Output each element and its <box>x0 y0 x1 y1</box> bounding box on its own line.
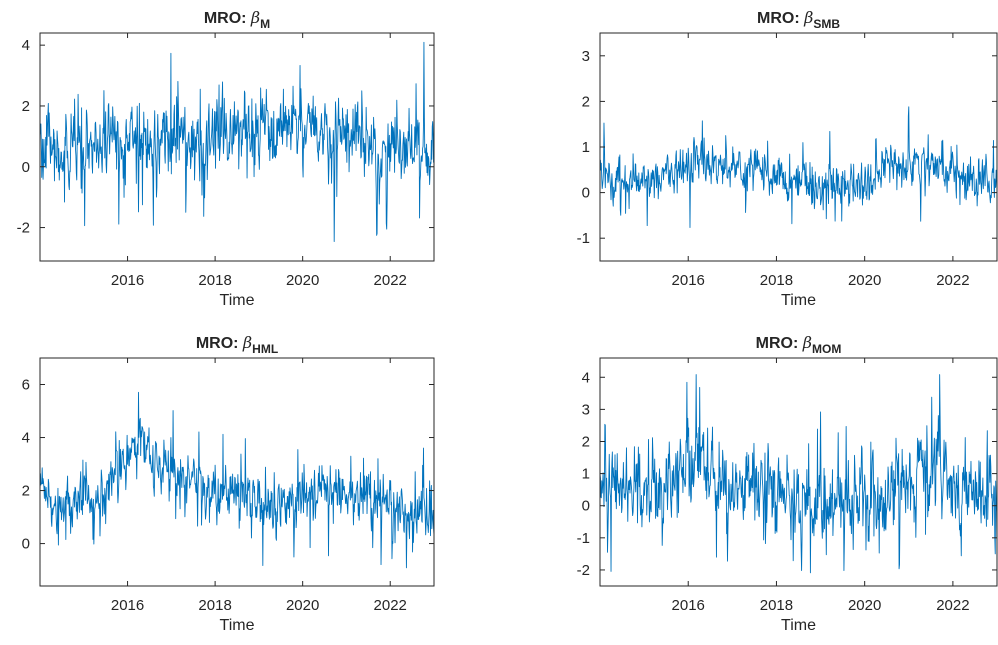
y-tick-label: 0 <box>22 536 30 553</box>
y-tick-label: 2 <box>582 93 590 110</box>
x-tick-label: 2018 <box>198 597 231 614</box>
title-subscript: SMB <box>813 17 840 31</box>
chart-title: MRO: βMOM <box>756 333 842 356</box>
x-tick-label: 2022 <box>374 597 407 614</box>
title-beta-symbol: β <box>802 333 812 352</box>
y-tick-label: 0 <box>582 185 590 202</box>
y-tick-label: 3 <box>582 48 590 65</box>
x-tick-label: 2020 <box>286 597 319 614</box>
x-tick-label: 2018 <box>760 272 793 289</box>
y-tick-label: -2 <box>577 562 590 579</box>
x-tick-label: 2020 <box>286 272 319 289</box>
y-tick-label: 6 <box>22 377 30 394</box>
y-tick-label: 2 <box>22 483 30 500</box>
axes-box <box>599 357 998 587</box>
x-tick-label: 2016 <box>111 597 144 614</box>
title-prefix: MRO: <box>756 335 803 352</box>
y-tick-label: 1 <box>582 139 590 156</box>
chart-title: MRO: βSMB <box>757 8 840 31</box>
x-tick-label: 2016 <box>672 272 705 289</box>
x-axis-label: Time <box>781 617 816 634</box>
title-subscript: HML <box>252 342 278 356</box>
y-tick-label: -1 <box>577 230 590 247</box>
y-tick-label: -2 <box>17 220 30 237</box>
x-tick-label: 2022 <box>936 272 969 289</box>
x-axis-label: Time <box>220 292 255 309</box>
x-tick-label: 2016 <box>111 272 144 289</box>
series-line <box>39 41 435 242</box>
series-line <box>599 374 998 574</box>
y-tick-label: -1 <box>577 530 590 547</box>
title-beta-symbol: β <box>803 8 813 27</box>
chart-title: MRO: βM <box>204 8 270 31</box>
title-prefix: MRO: <box>196 335 243 352</box>
y-tick-label: 1 <box>582 466 590 483</box>
title-beta-symbol: β <box>242 333 252 352</box>
subplot-beta-hml: 0 2 4 6 2016 2018 2020 2022 Time MRO: βHML <box>22 333 435 634</box>
title-subscript: M <box>260 17 270 31</box>
title-beta-symbol: β <box>250 8 260 27</box>
x-tick-label: 2022 <box>374 272 407 289</box>
x-axis-label: Time <box>781 292 816 309</box>
x-axis-label: Time <box>220 617 255 634</box>
y-tick-label: 4 <box>582 369 590 386</box>
y-tick-label: 0 <box>582 498 590 515</box>
x-tick-label: 2020 <box>848 597 881 614</box>
x-tick-label: 2020 <box>848 272 881 289</box>
subplot-beta-m: -2 0 2 4 2016 2018 2020 2022 Time MRO: βM <box>17 8 435 309</box>
y-tick-label: 4 <box>22 37 30 54</box>
x-tick-label: 2018 <box>760 597 793 614</box>
axes-box <box>599 32 998 262</box>
x-tick-label: 2016 <box>672 597 705 614</box>
y-tick-label: 0 <box>22 159 30 176</box>
title-subscript: MOM <box>812 342 841 356</box>
y-tick-label: 4 <box>22 430 30 447</box>
x-tick-label: 2018 <box>198 272 231 289</box>
axes-box <box>39 357 435 587</box>
y-tick-label: 3 <box>582 401 590 418</box>
y-tick-label: 2 <box>582 433 590 450</box>
x-tick-label: 2022 <box>936 597 969 614</box>
subplot-beta-smb: -1 0 1 2 3 2016 2018 2020 2022 Time MRO: βSMB <box>577 8 998 309</box>
axes-box <box>39 32 435 262</box>
chart-title: MRO: βHML <box>196 333 278 356</box>
title-prefix: MRO: <box>204 10 251 27</box>
subplot-beta-mom: -2 -1 0 1 2 3 4 2016 2018 2020 2022 Time MRO: βMOM <box>577 333 998 634</box>
y-tick-label: 2 <box>22 98 30 115</box>
title-prefix: MRO: <box>757 10 804 27</box>
series-line <box>599 106 998 228</box>
series-line <box>39 391 435 569</box>
